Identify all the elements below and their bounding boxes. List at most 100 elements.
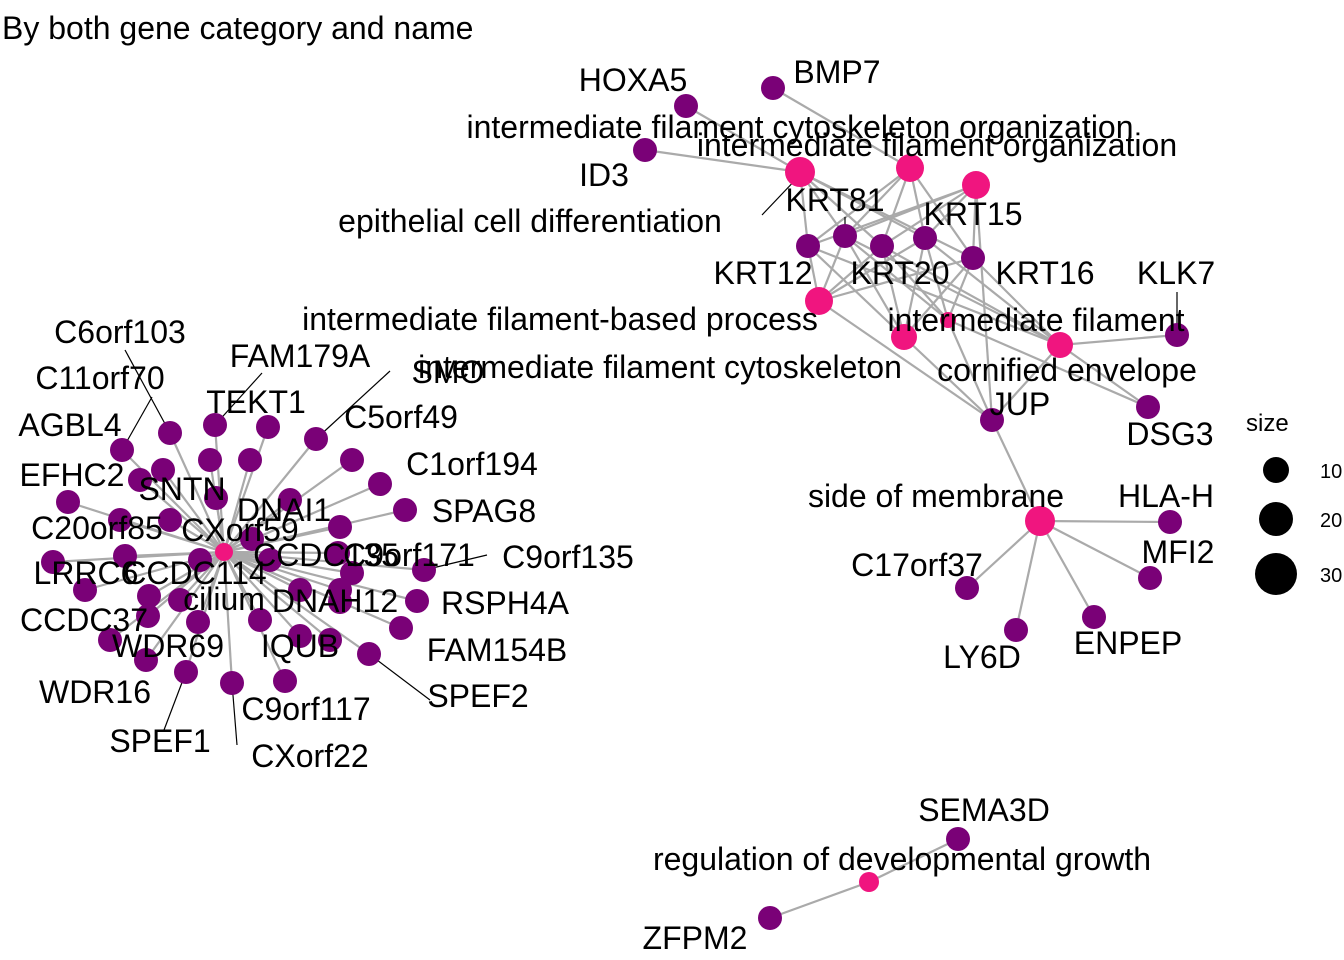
- category-label-cornified-envelope: cornified envelope: [937, 352, 1197, 388]
- legend-title: size: [1246, 410, 1289, 437]
- gene-label-c5orf49: C5orf49: [344, 399, 458, 435]
- gene-label-ccdc37: CCDC37: [20, 602, 148, 638]
- gene-label-cxorf59: CXorf59: [181, 512, 298, 548]
- category-node-intermediate-filament-organization: [896, 154, 924, 182]
- edge-intermediate-filament-cytoskeleton-krt12: [807, 245, 905, 338]
- legend-key-10: [1263, 457, 1289, 483]
- gene-node-efhc2: [56, 490, 80, 514]
- edge-cilium-iqub: [223, 551, 301, 637]
- gene-label-ccdc135: CCDC135: [253, 537, 399, 573]
- gene-label-cxorf22: CXorf22: [251, 738, 368, 774]
- network-edges: [52, 87, 1178, 920]
- gene-label-id3: ID3: [579, 157, 629, 193]
- gene-node-unlabeled: [288, 578, 312, 602]
- gene-node-ccdc114: [137, 584, 161, 608]
- gene-label-spef2: SPEF2: [427, 678, 528, 714]
- edge-intermediate-filament-cytoskeleton-organization-hoxa5: [685, 105, 801, 173]
- gene-node-fam179a: [203, 413, 227, 437]
- category-node-cornified-envelope: [940, 312, 956, 328]
- legend-key-30: [1255, 553, 1297, 595]
- gene-node-c9orf171: [340, 561, 364, 585]
- gene-node-c1orf194: [368, 472, 392, 496]
- plot-title: By both gene category and name: [2, 10, 473, 46]
- gene-label-ly6d: LY6D: [943, 639, 1021, 675]
- edge-intermediate-filament-cytoskeleton-organization-krt20: [799, 171, 883, 247]
- gene-node-ly6d: [1004, 618, 1028, 642]
- gene-label-hoxa5: HOXA5: [579, 62, 687, 98]
- gene-label-c1orf194: C1orf194: [406, 446, 538, 482]
- legend-label-20: 20: [1320, 510, 1342, 532]
- edge-cornified-envelope-krt20: [881, 245, 949, 321]
- gene-node-hoxa5: [674, 94, 698, 118]
- category-label-intermediate-filament-cytoskeleton: intermediate filament cytoskeleton: [418, 349, 902, 385]
- edge-side-of-membrane-mfi2: [1039, 520, 1151, 579]
- gene-node-c9orf117: [273, 669, 297, 693]
- category-label-intermediate-filament: intermediate filament: [887, 302, 1184, 338]
- gene-label-lrrc6: LRRC6: [34, 555, 139, 591]
- edge-cilium-extra: [223, 499, 291, 553]
- category-node-intermediate-filament-cytoskeleton: [891, 324, 917, 350]
- gene-label-krt15: KRT15: [923, 196, 1022, 232]
- legend-key-20: [1259, 502, 1293, 536]
- gene-node-hla-h: [1158, 510, 1182, 534]
- gene-node-wdr16: [134, 648, 158, 672]
- gene-label-spag8: SPAG8: [432, 493, 536, 529]
- edge-cilium-extra: [139, 479, 225, 553]
- gene-label-c11orf70: C11orf70: [35, 360, 164, 396]
- edge-cilium-rsph4a: [223, 550, 418, 603]
- edge-cilium-tekt1: [222, 426, 270, 553]
- category-label-side-of-membrane: side of membrane: [808, 478, 1064, 514]
- gene-label-c6orf103: C6orf103: [54, 314, 186, 350]
- gene-node-rsph4a: [405, 589, 429, 613]
- gene-node-fam154b: [389, 616, 413, 640]
- edge-cilium-c11orf70: [121, 449, 225, 553]
- gene-node-unlabeled: [238, 448, 262, 472]
- gene-label-wdr69: WDR69: [112, 628, 224, 664]
- gene-node-c9orf135: [412, 558, 436, 582]
- edge-intermediate-filament-organization-krt81: [844, 167, 911, 237]
- gene-label-klk7: KLK7: [1137, 255, 1215, 291]
- edge-intermediate-filament-krt12: [807, 244, 1061, 347]
- edge-intermediate-filament-organization-krt12: [807, 167, 911, 247]
- edge-cilium-agbl4: [162, 469, 225, 553]
- category-label-cilium: cilium: [183, 581, 265, 617]
- gene-node-lrrc6: [41, 550, 65, 574]
- edge-cilium-c6orf103: [168, 432, 226, 553]
- gene-node-c11orf70: [110, 438, 134, 462]
- category-label-regulation-of-developmental-growth: regulation of developmental growth: [653, 841, 1151, 877]
- edge-cornified-envelope-krt81: [844, 235, 949, 321]
- gene-node-unlabeled: [98, 628, 122, 652]
- edge-intermediate-filament-organization-krt16: [909, 167, 974, 259]
- edge-cilium-extra: [223, 551, 331, 641]
- gene-label-sntn: SNTN: [138, 471, 225, 507]
- gene-node-enpep: [1082, 605, 1106, 629]
- gene-label-c20orf85: C20orf85: [31, 510, 163, 546]
- category-label-intermediate-filament-based-process: intermediate filament-based process: [302, 301, 818, 337]
- gene-node-iqub: [288, 624, 312, 648]
- gene-node-dnai1: [328, 515, 352, 539]
- gene-label-enpep: ENPEP: [1074, 625, 1182, 661]
- category-label-intermediate-filament-organization: intermediate filament organization: [697, 127, 1177, 163]
- gene-label-dnai1: DNAI1: [237, 492, 331, 528]
- edge-cilium-extra: [222, 459, 252, 553]
- edge-side-of-membrane-jup: [991, 419, 1041, 522]
- network-nodes: [41, 76, 1189, 930]
- gene-node-unlabeled: [108, 508, 132, 532]
- gene-label-tekt1: TEKT1: [206, 384, 306, 420]
- edge-intermediate-filament-jup: [991, 344, 1061, 421]
- gene-label-krt20: KRT20: [850, 255, 949, 291]
- gene-node-zfpm2: [758, 906, 782, 930]
- edge-cornified-envelope-jup: [946, 319, 994, 421]
- gene-node-unlabeled: [318, 628, 342, 652]
- edge-cilium-extra: [223, 550, 341, 592]
- legend-label-10: 10: [1320, 461, 1342, 483]
- gene-node-spag8: [393, 498, 417, 522]
- edge-intermediate-filament-cytoskeleton-krt81: [844, 235, 905, 338]
- edge-intermediate-filament-based-process-jup: [818, 300, 993, 421]
- edge-intermediate-filament-organization-bmp7: [772, 87, 911, 169]
- gene-node-klk7: [1165, 323, 1189, 347]
- edge-regulation-of-developmental-growth-zfpm2: [769, 880, 870, 920]
- gene-label-spef1: SPEF1: [109, 723, 210, 759]
- gene-label-jup: JUP: [990, 386, 1050, 422]
- gene-node-unlabeled: [168, 588, 192, 612]
